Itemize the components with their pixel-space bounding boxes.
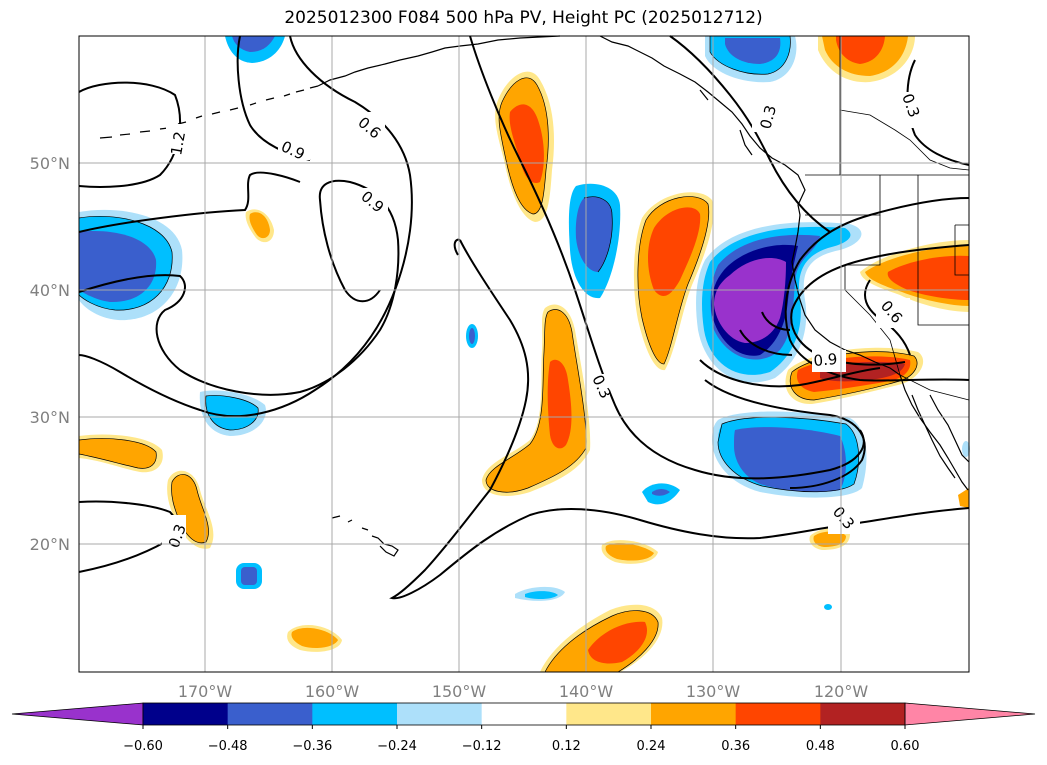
- colorbar-tick-label: 0.12: [552, 739, 581, 754]
- colorbar-segment: [735, 703, 821, 725]
- colorbar-tick-label: −0.24: [377, 739, 417, 754]
- colorbar-tick-label: −0.12: [462, 739, 502, 754]
- colorbar-segment: [481, 703, 567, 725]
- colorbar-tick-label: 0.24: [637, 739, 666, 754]
- colorbar-segment: [227, 703, 313, 725]
- colorbar-extend-min: [11, 702, 144, 726]
- lon-label: 160°W: [305, 682, 360, 701]
- gridlines: [79, 36, 969, 672]
- lon-label: 170°W: [178, 682, 233, 701]
- colorbar-tick-label: −0.36: [292, 739, 332, 754]
- lat-label: 40°N: [30, 281, 70, 300]
- contour-label: 1.2: [167, 130, 189, 157]
- lat-label: 20°N: [30, 535, 70, 554]
- lat-label: 50°N: [30, 154, 70, 173]
- colorbar-tick-label: −0.48: [208, 739, 248, 754]
- contour-labels: 1.2 0.9 0.6 0.9 0.3 0.3 0.3 0.6 0.9 0.3 …: [162, 91, 923, 551]
- colorbar-tick-label: 0.60: [891, 739, 920, 754]
- map-title: 2025012300 F084 500 hPa PV, Height PC (2…: [284, 8, 763, 28]
- colorbar-tick-label: 0.36: [721, 739, 750, 754]
- coastlines: [99, 35, 970, 557]
- colorbar-segment: [651, 703, 737, 725]
- contour-label: 0.9: [813, 350, 838, 370]
- map-panel: 1.2 0.9 0.6 0.9 0.3 0.3 0.3 0.6 0.9 0.3 …: [78, 35, 970, 673]
- map-frame: [78, 35, 970, 673]
- colorbar-segment: [397, 703, 483, 725]
- lon-label: 150°W: [432, 682, 487, 701]
- colorbar-extend-max: [904, 702, 1036, 726]
- borders: [805, 36, 970, 401]
- colorbar-outline: [142, 702, 906, 726]
- colorbar-tick-label: 0.48: [806, 739, 835, 754]
- lon-labels: 170°W 160°W 150°W 140°W 130°W 120°W: [178, 682, 869, 701]
- lon-label: 140°W: [559, 682, 614, 701]
- lat-label: 30°N: [30, 408, 70, 427]
- colorbar: −0.60 −0.48 −0.36 −0.24 −0.12 0.12 0.24 0.36 0.4…: [11, 702, 1036, 754]
- height-contours: [78, 35, 970, 600]
- lon-label: 120°W: [814, 682, 869, 701]
- colorbar-segment: [312, 703, 398, 725]
- colorbar-segment: [820, 703, 906, 725]
- lon-label: 130°W: [686, 682, 741, 701]
- lat-labels: 50°N 40°N 30°N 20°N: [30, 154, 70, 554]
- colorbar-segment: [143, 703, 229, 725]
- colorbar-tick-label: −0.60: [123, 739, 163, 754]
- pv-shading: [79, 36, 970, 672]
- pv-outlines: [78, 35, 918, 673]
- contour-label: 0.3: [756, 103, 780, 131]
- colorbar-segment: [566, 703, 652, 725]
